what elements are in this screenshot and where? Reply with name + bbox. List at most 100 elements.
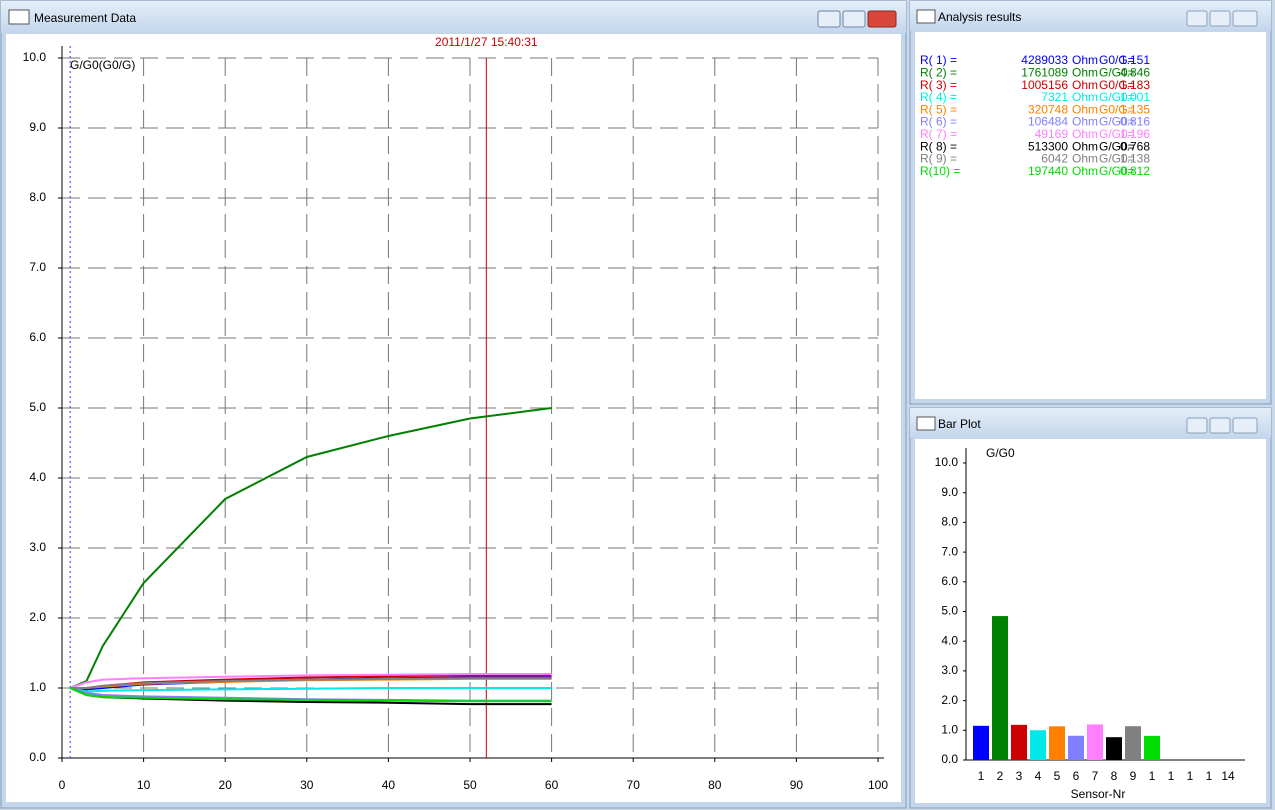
y-tick-label: 3.0 (941, 663, 958, 677)
unit: Ohm (1072, 115, 1098, 129)
y-tick-label: 0.0 (941, 752, 958, 766)
y-tick-label: 4.0 (941, 633, 958, 647)
ratio-label: G/G0= (1099, 65, 1135, 79)
row-label: R( 6) = (920, 115, 957, 129)
ratio-label: G/G0= (1099, 90, 1135, 104)
ratio-label: G/G0= (1099, 115, 1135, 129)
ratio-label: G/G0= (1099, 152, 1135, 166)
x-tick-label: 10 (137, 778, 151, 792)
ratio: 1.183 (1120, 78, 1150, 92)
x-tick-label: 30 (300, 778, 314, 792)
row-label: R( 9) = (920, 152, 957, 166)
y-tick-label: 1.0 (941, 722, 958, 736)
y-tick-label: 9.0 (941, 485, 958, 499)
y-tick-label: 8.0 (941, 515, 958, 529)
ratio: 1.135 (1120, 102, 1150, 116)
y-tick-label: 2.0 (941, 693, 958, 707)
bar (1049, 726, 1065, 760)
ratio-label: G/G0= (1099, 164, 1135, 178)
x-tick-label: 1 (1206, 769, 1213, 783)
bar (992, 616, 1008, 760)
close-button[interactable] (867, 10, 897, 28)
series-line (69, 687, 552, 703)
ratio-label: G0/G= (1099, 102, 1135, 116)
y-tick-label: 10.0 (935, 455, 959, 469)
x-tick-label: 100 (868, 778, 888, 792)
window-title: Measurement Data (34, 11, 136, 25)
x-tick-label: 60 (545, 778, 559, 792)
resistance: 106484 (1028, 115, 1068, 129)
unit: Ohm (1072, 164, 1098, 178)
row-label: R( 3) = (920, 78, 957, 92)
x-tick-label: 7 (1092, 769, 1099, 783)
row-label: R( 7) = (920, 127, 957, 141)
bar (1030, 730, 1046, 760)
minimize-button[interactable] (1186, 417, 1208, 434)
x-tick-label: 0 (59, 778, 66, 792)
ratio-label: G/G0= (1099, 127, 1135, 141)
row-label: R( 5) = (920, 102, 957, 116)
resistance: 1761089 (1021, 65, 1068, 79)
row-label: R(10) = (920, 164, 960, 178)
unit: Ohm (1072, 139, 1098, 153)
resistance: 1005156 (1021, 78, 1068, 92)
minimize-button[interactable] (817, 10, 841, 28)
x-tick-label: 5 (1054, 769, 1061, 783)
unit: Ohm (1072, 53, 1098, 67)
unit: Ohm (1072, 90, 1098, 104)
window-title: Bar Plot (938, 417, 981, 431)
maximize-button[interactable] (1209, 10, 1231, 27)
series-line (70, 677, 552, 689)
bar (1068, 735, 1084, 760)
x-tick-label: 80 (708, 778, 722, 792)
y-tick-label: 2.0 (29, 610, 46, 624)
series-line (69, 673, 552, 689)
resistance: 7321 (1041, 90, 1068, 104)
y-tick-label: 8.0 (29, 190, 46, 204)
y-tick-label: 4.0 (29, 470, 46, 484)
bar (1087, 724, 1103, 760)
ratio: 4.846 (1120, 65, 1150, 79)
plot-canvas (6, 34, 901, 802)
window-icon (916, 9, 936, 24)
close-button[interactable] (1232, 417, 1258, 434)
y-tick-label: 5.0 (941, 604, 958, 618)
y-axis-label: G/G0 (986, 446, 1015, 460)
ratio: 1.196 (1120, 127, 1150, 141)
y-tick-label: 9.0 (29, 120, 46, 134)
bar (973, 725, 989, 760)
cursor-label: 2011/1/27 15:40:31 (435, 35, 538, 49)
x-tick-label: 3 (1016, 769, 1023, 783)
row-label: R( 8) = (920, 139, 957, 153)
y-tick-label: 7.0 (941, 544, 958, 558)
x-tick-label: 1 (1168, 769, 1175, 783)
y-tick-label: 6.0 (29, 330, 46, 344)
unit: Ohm (1072, 152, 1098, 166)
row-label: R( 2) = (920, 65, 957, 79)
ratio: 0.816 (1120, 115, 1150, 129)
x-tick-label: 90 (790, 778, 804, 792)
x-tick-label: 8 (1111, 769, 1118, 783)
x-tick-label: 4 (1035, 769, 1042, 783)
minimize-button[interactable] (1186, 10, 1208, 27)
unit: Ohm (1072, 127, 1098, 141)
x-tick-label: 14 (1221, 769, 1235, 783)
bar (1011, 724, 1027, 760)
results-panel (915, 32, 1266, 399)
x-axis-label: Sensor-Nr (1071, 787, 1126, 801)
x-tick-label: 6 (1073, 769, 1080, 783)
x-tick-label: 20 (219, 778, 233, 792)
maximize-button[interactable] (842, 10, 866, 28)
ratio-label: G0/G= (1099, 53, 1135, 67)
row-label: R( 1) = (920, 53, 957, 67)
close-button[interactable] (1232, 10, 1258, 27)
unit: Ohm (1072, 78, 1098, 92)
x-tick-label: 50 (463, 778, 477, 792)
y-tick-label: 6.0 (941, 574, 958, 588)
resistance: 320748 (1028, 102, 1068, 116)
bar (1125, 726, 1141, 760)
window-icon (8, 9, 30, 25)
maximize-button[interactable] (1209, 417, 1231, 434)
ratio: 0.812 (1120, 164, 1150, 178)
